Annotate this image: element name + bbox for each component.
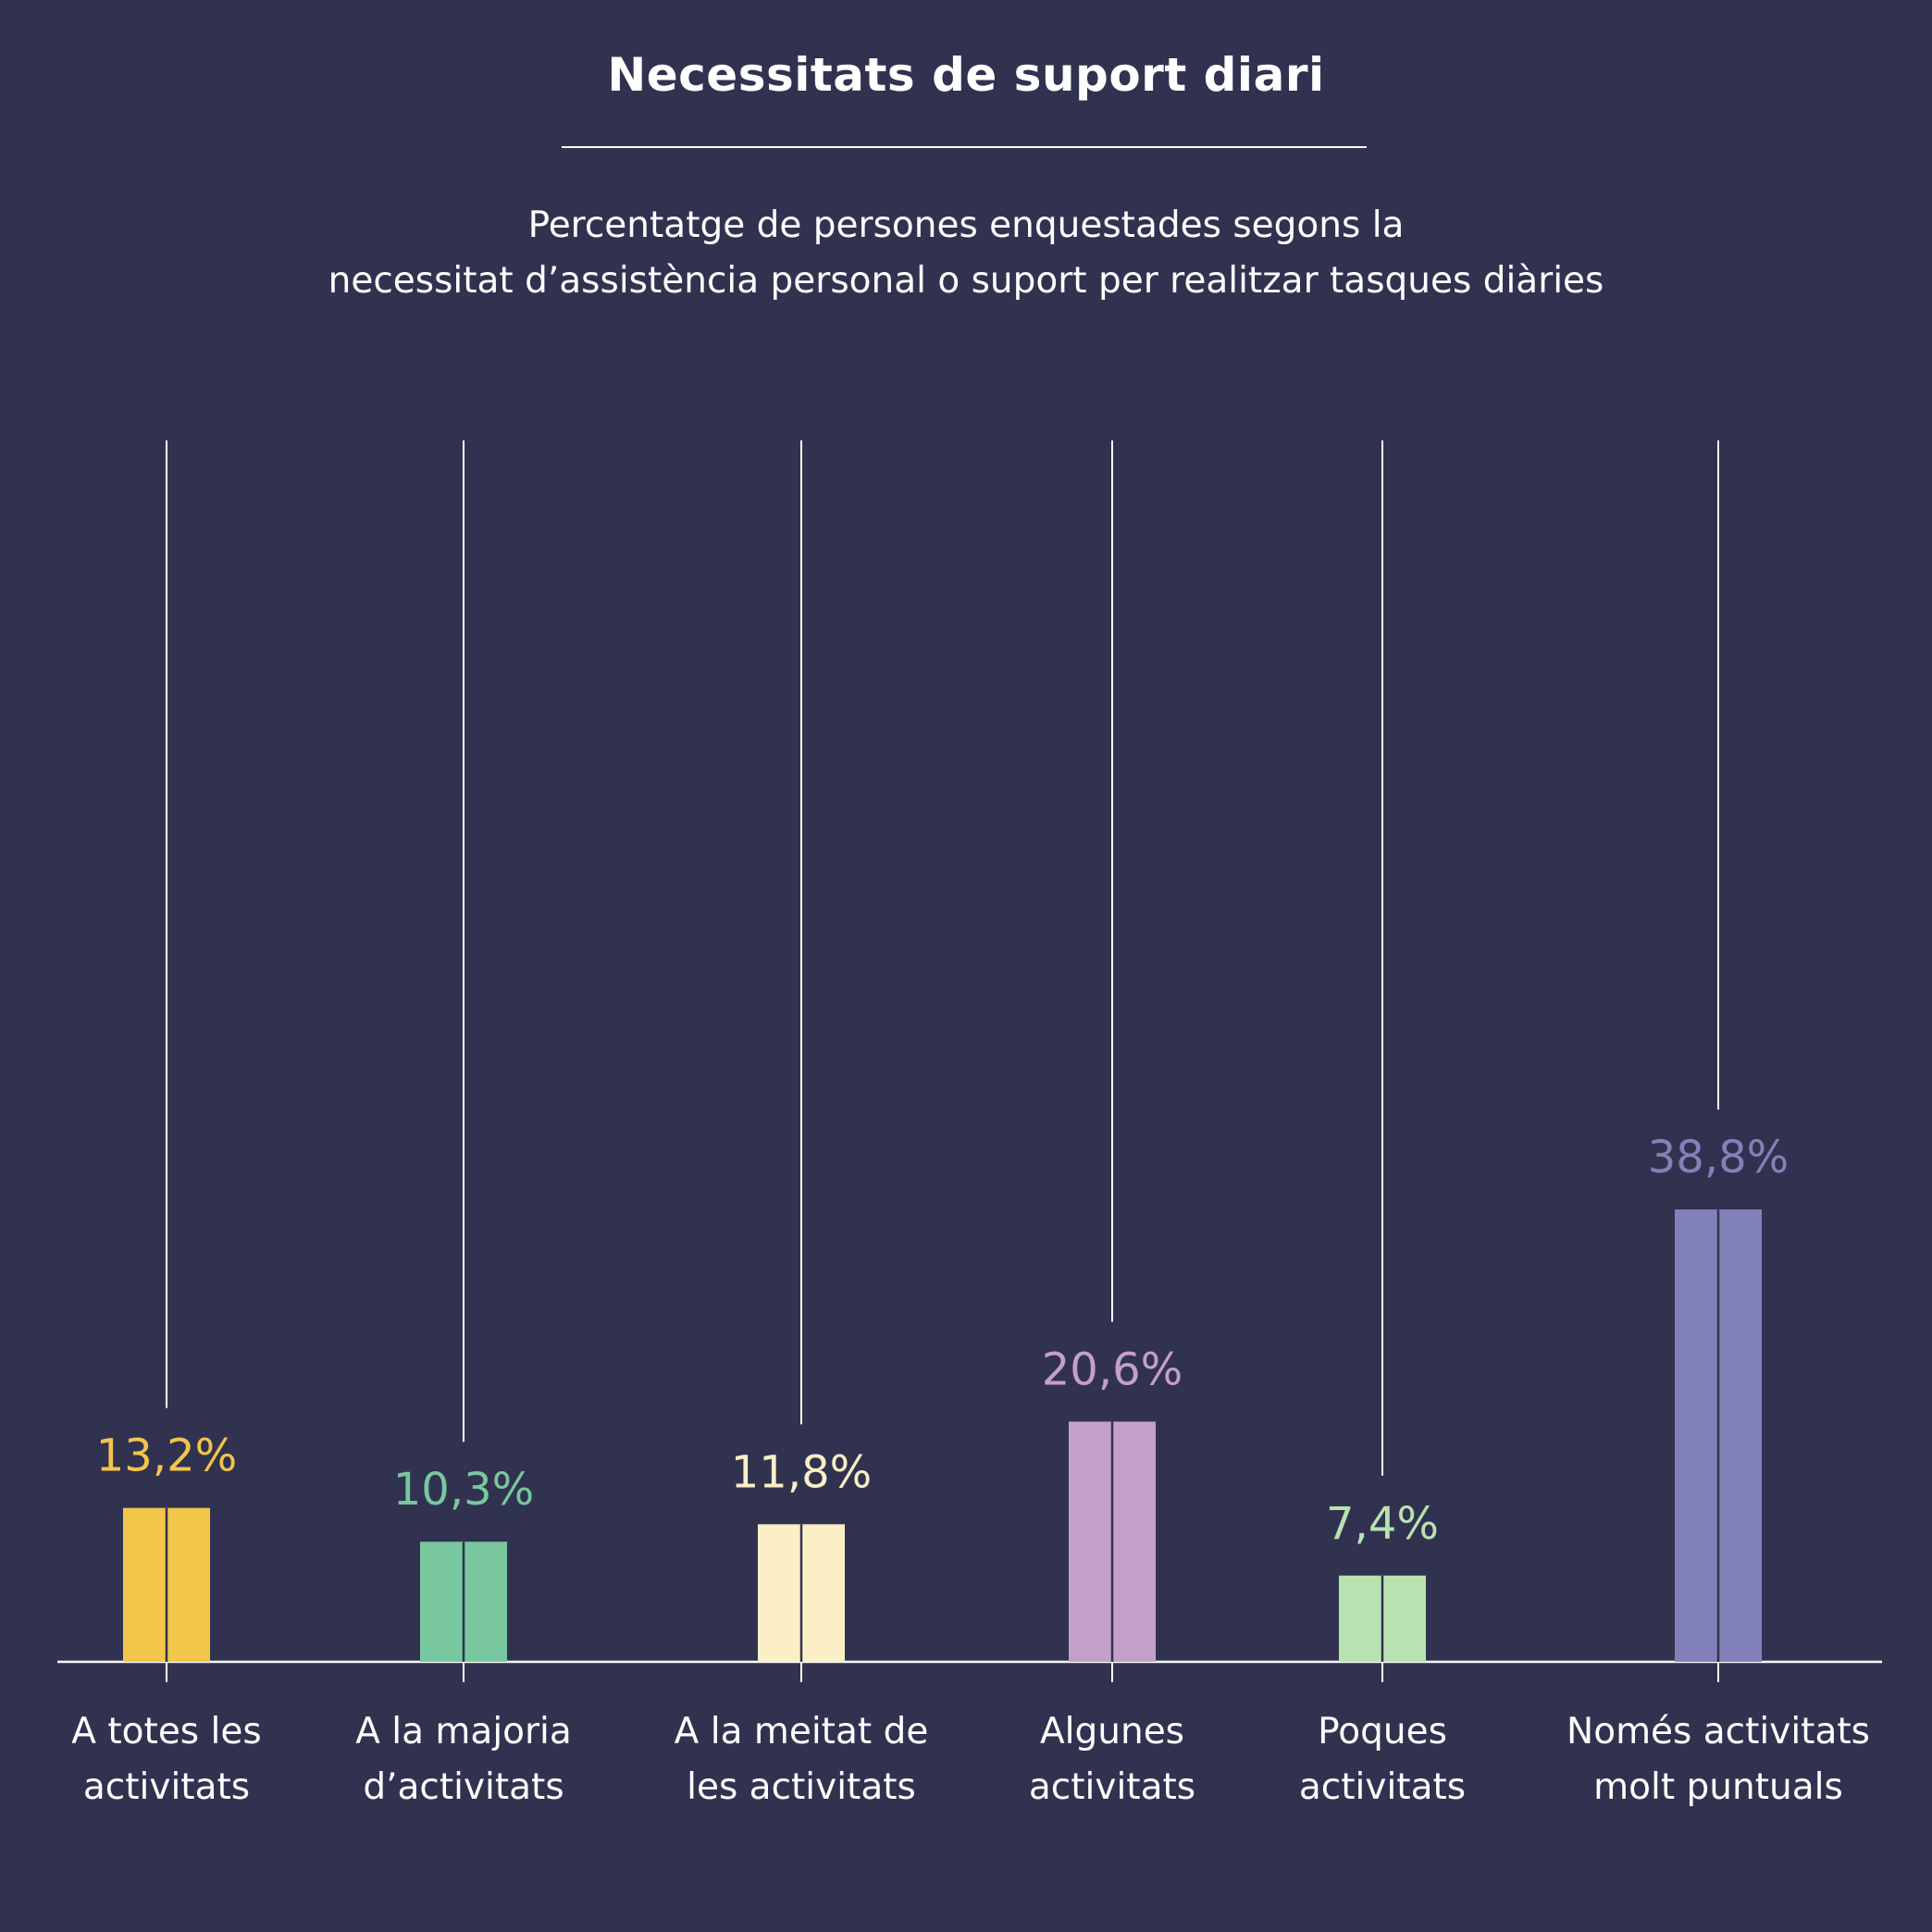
- subtitle-line-1: Percentatge de persones enquestades sego…: [527, 204, 1405, 246]
- x-tick-label: A la meitat de: [675, 1711, 929, 1752]
- x-tick-label: A la majoria: [355, 1711, 572, 1752]
- x-tick-label: les activitats: [687, 1766, 916, 1808]
- data-label: 20,6%: [1042, 1344, 1183, 1395]
- x-tick-label: activitats: [1299, 1766, 1466, 1808]
- title-divider: [562, 146, 1367, 148]
- x-tick-label: Algunes: [1040, 1711, 1184, 1752]
- x-tick-label: activitats: [83, 1766, 250, 1808]
- x-tick-label: d’activitats: [363, 1766, 564, 1808]
- chart-subtitle: Percentatge de persones enquestades sego…: [0, 198, 1932, 309]
- x-tick-label: A totes les: [71, 1711, 261, 1752]
- subtitle-line-2: necessitat d’assistència personal o supo…: [328, 260, 1604, 302]
- data-label: 38,8%: [1648, 1132, 1789, 1183]
- chart-title: Necessitats de suport diari: [607, 48, 1325, 102]
- x-tick-label: molt puntuals: [1593, 1766, 1843, 1808]
- data-label: 11,8%: [731, 1446, 872, 1498]
- data-label: 10,3%: [393, 1464, 534, 1516]
- x-tick-label: activitats: [1029, 1766, 1195, 1808]
- data-label: 7,4%: [1326, 1498, 1439, 1550]
- x-tick-label: Poques: [1318, 1711, 1447, 1752]
- data-label: 13,2%: [96, 1430, 237, 1482]
- x-tick-label: Només activitats: [1567, 1711, 1870, 1752]
